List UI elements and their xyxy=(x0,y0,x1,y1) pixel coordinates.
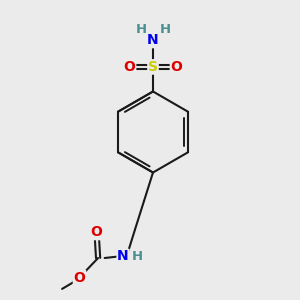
Text: O: O xyxy=(170,60,182,74)
Text: H: H xyxy=(159,22,171,36)
Text: O: O xyxy=(124,60,136,74)
Text: H: H xyxy=(135,22,147,36)
Text: O: O xyxy=(91,226,103,239)
Text: H: H xyxy=(131,250,143,263)
Text: S: S xyxy=(148,60,158,74)
Text: N: N xyxy=(117,250,129,263)
Text: N: N xyxy=(147,34,159,47)
Text: O: O xyxy=(74,271,86,284)
